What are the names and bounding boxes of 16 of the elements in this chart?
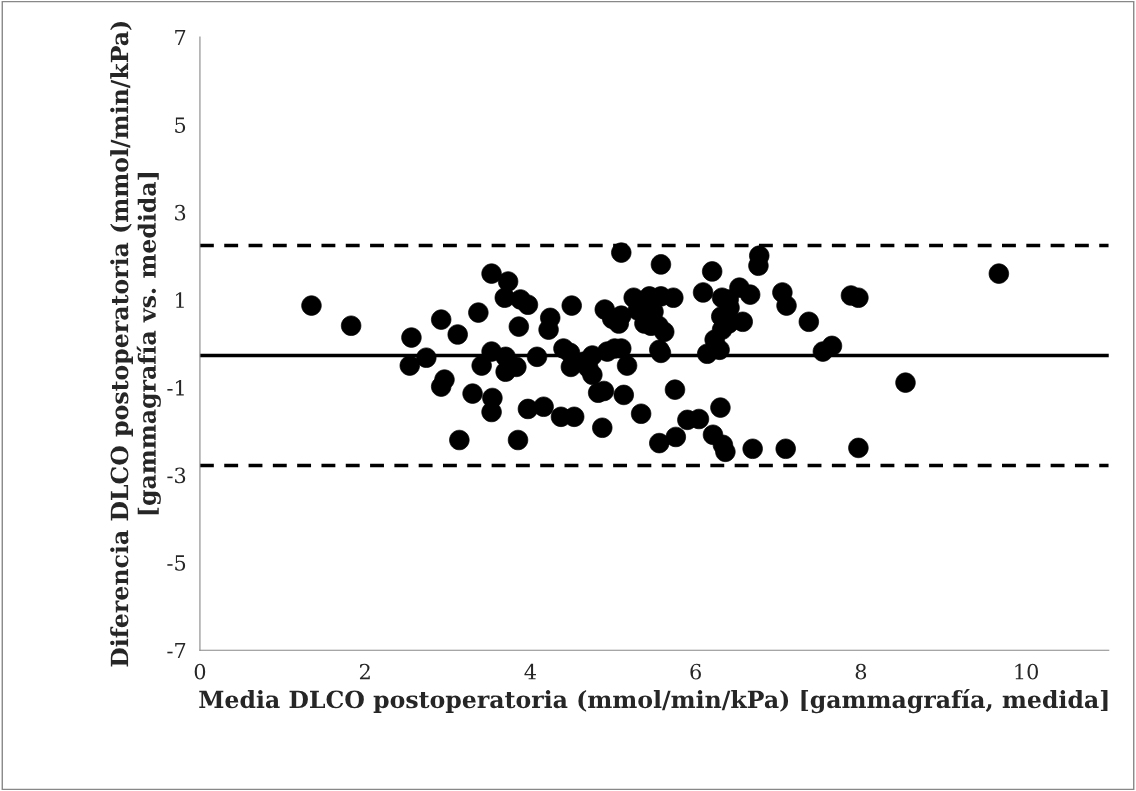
x-tick-label: 4 xyxy=(524,663,536,680)
y-tick-label: 7 xyxy=(175,29,186,46)
y-tick-label: -3 xyxy=(167,467,186,484)
x-tick-label: 0 xyxy=(194,663,206,680)
y-tick-label: 1 xyxy=(176,292,184,308)
x-axis-title: Media DLCO postoperatoria (mmol/min/kPa) [gammagrafía, medida] xyxy=(199,689,1108,714)
y-tick-label: 3 xyxy=(175,204,186,221)
y-tick-label: -1 xyxy=(167,379,184,396)
y-axis-title: Diferencia DLCO postoperatoria (mmol/min/kPa) [gammagrafía vs. medida] xyxy=(110,21,161,667)
y-tick-label: -7 xyxy=(167,642,186,659)
x-tick-label: 8 xyxy=(855,663,867,680)
y-tick-label: 5 xyxy=(175,117,186,133)
x-tick-label: 2 xyxy=(359,663,370,680)
x-tick-label: 10 xyxy=(1015,663,1038,680)
x-tick-label: 6 xyxy=(690,663,701,680)
y-tick-label: -5 xyxy=(167,555,186,571)
